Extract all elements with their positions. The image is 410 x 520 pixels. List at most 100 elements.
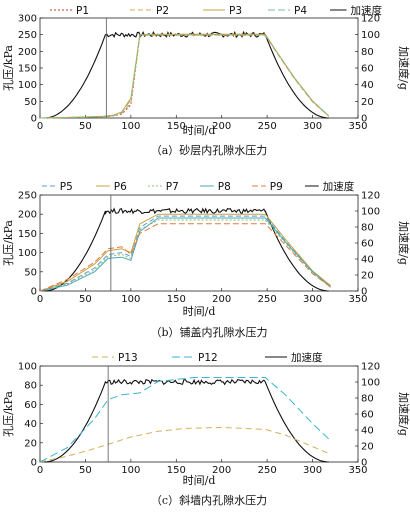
legend-label: 加速度 — [291, 351, 323, 364]
y2-tick-label: 0 — [361, 114, 367, 125]
y-axis-label: 孔压/kPa — [2, 220, 15, 266]
x-tick-label: 100 — [121, 121, 140, 132]
x-tick-label: 150 — [167, 465, 186, 476]
panel-caption: （b）铺盖内孔隙水压力 — [150, 325, 267, 339]
x-tick-label: 150 — [167, 294, 186, 305]
y-tick-label: 0 — [31, 114, 37, 125]
y2-tick-label: 100 — [361, 207, 380, 218]
x-tick-label: 50 — [79, 121, 92, 132]
legend-label: P8 — [218, 181, 231, 193]
x-tick-label: 350 — [348, 294, 367, 305]
y-tick-label: 250 — [18, 191, 37, 202]
y-axis-label: 孔压/kPa — [2, 45, 15, 91]
acceleration-line — [44, 378, 329, 463]
legend-label: P9 — [270, 181, 283, 193]
legend-label: P2 — [156, 5, 169, 17]
legend-label: P7 — [166, 181, 179, 193]
series-line-p9 — [40, 223, 331, 292]
y-tick-label: 250 — [18, 30, 37, 41]
y-tick-label: 50 — [24, 97, 37, 108]
x-tick-label: 350 — [348, 121, 367, 132]
panel-caption: （c）斜墙内孔隙水压力 — [151, 493, 267, 507]
y2-tick-label: 80 — [361, 223, 374, 234]
y2-tick-label: 120 — [361, 191, 380, 202]
y-tick-label: 200 — [18, 210, 37, 221]
x-tick-label: 200 — [212, 294, 231, 305]
x-tick-label: 200 — [212, 465, 231, 476]
plot-area — [40, 30, 330, 119]
y2-axis-label: 加速度/g — [397, 46, 410, 90]
chart-panel-1: 0 50 100 150 200 250 300 3500501001502002503000… — [2, 4, 410, 157]
x-tick-label: 300 — [303, 294, 322, 305]
y-tick-label: 150 — [18, 64, 37, 75]
y2-tick-label: 20 — [361, 271, 374, 282]
y2-tick-label: 40 — [361, 255, 374, 266]
legend-label: P5 — [60, 181, 73, 193]
legend-label: P1 — [76, 5, 89, 17]
x-axis-label: 时间/d — [183, 124, 216, 137]
series-line-p3 — [40, 33, 330, 119]
x-axis-label: 时间/d — [183, 474, 216, 487]
acceleration-line — [44, 207, 329, 292]
y2-tick-label: 60 — [361, 239, 374, 250]
x-tick-label: 250 — [258, 465, 277, 476]
plot-area — [40, 377, 332, 463]
chart-panel-3: 0 50 100 150 200 250 300 3500204060801000204060… — [2, 351, 410, 507]
legend-label: 加速度 — [351, 4, 383, 17]
legend-label: P3 — [229, 5, 242, 17]
y-tick-label: 0 — [31, 458, 37, 469]
y2-tick-label: 20 — [361, 442, 374, 453]
x-tick-label: 0 — [37, 465, 43, 476]
x-tick-label: 250 — [258, 121, 277, 132]
y2-tick-label: 80 — [361, 47, 374, 58]
y-tick-label: 150 — [18, 229, 37, 240]
x-tick-label: 100 — [121, 465, 140, 476]
series-line-p4 — [40, 34, 330, 119]
y-tick-label: 80 — [24, 381, 37, 392]
series-line-p8 — [40, 217, 332, 292]
legend-label: P13 — [118, 352, 138, 364]
y2-axis-label: 加速度/g — [397, 221, 410, 265]
y2-tick-label: 120 — [361, 14, 380, 25]
plot-frame — [39, 17, 359, 119]
x-tick-label: 100 — [121, 294, 140, 305]
y-tick-label: 60 — [24, 400, 37, 411]
y2-tick-label: 0 — [361, 287, 367, 298]
series-line-p6 — [40, 213, 332, 292]
x-tick-label: 250 — [258, 294, 277, 305]
plot-frame — [39, 194, 359, 292]
y-tick-label: 0 — [31, 287, 37, 298]
series-line-p2 — [40, 34, 330, 119]
x-tick-label: 300 — [303, 121, 322, 132]
panel-caption: （a）砂层内孔隙水压力 — [151, 143, 268, 157]
y-tick-label: 50 — [24, 267, 37, 278]
series-line-p12 — [40, 377, 332, 463]
legend-label: 加速度 — [323, 180, 355, 193]
y2-tick-label: 0 — [361, 458, 367, 469]
x-tick-label: 300 — [303, 465, 322, 476]
y2-tick-label: 120 — [361, 362, 380, 373]
x-tick-label: 350 — [348, 465, 367, 476]
series-line-p13 — [40, 426, 331, 463]
x-tick-label: 50 — [79, 465, 92, 476]
plot-frame — [39, 365, 359, 463]
y-tick-label: 100 — [18, 248, 37, 259]
x-axis-label: 时间/d — [183, 305, 216, 318]
chart-panel-2: 0 50 100 150 200 250 300 3500501001502002500204… — [2, 180, 410, 339]
series-line-p1 — [40, 34, 330, 119]
y2-tick-label: 80 — [361, 394, 374, 405]
y-tick-label: 20 — [24, 438, 37, 449]
series-line-p5 — [40, 215, 332, 292]
legend-label: P6 — [114, 181, 127, 193]
legend-label: P12 — [198, 352, 218, 364]
plot-area — [40, 207, 332, 292]
y-tick-label: 300 — [18, 14, 37, 25]
x-tick-label: 50 — [79, 294, 92, 305]
y2-axis-label: 加速度/g — [397, 392, 410, 436]
y2-tick-label: 60 — [361, 410, 374, 421]
x-tick-label: 0 — [37, 294, 43, 305]
y2-tick-label: 100 — [361, 30, 380, 41]
x-tick-label: 150 — [167, 121, 186, 132]
x-tick-label: 200 — [212, 121, 231, 132]
